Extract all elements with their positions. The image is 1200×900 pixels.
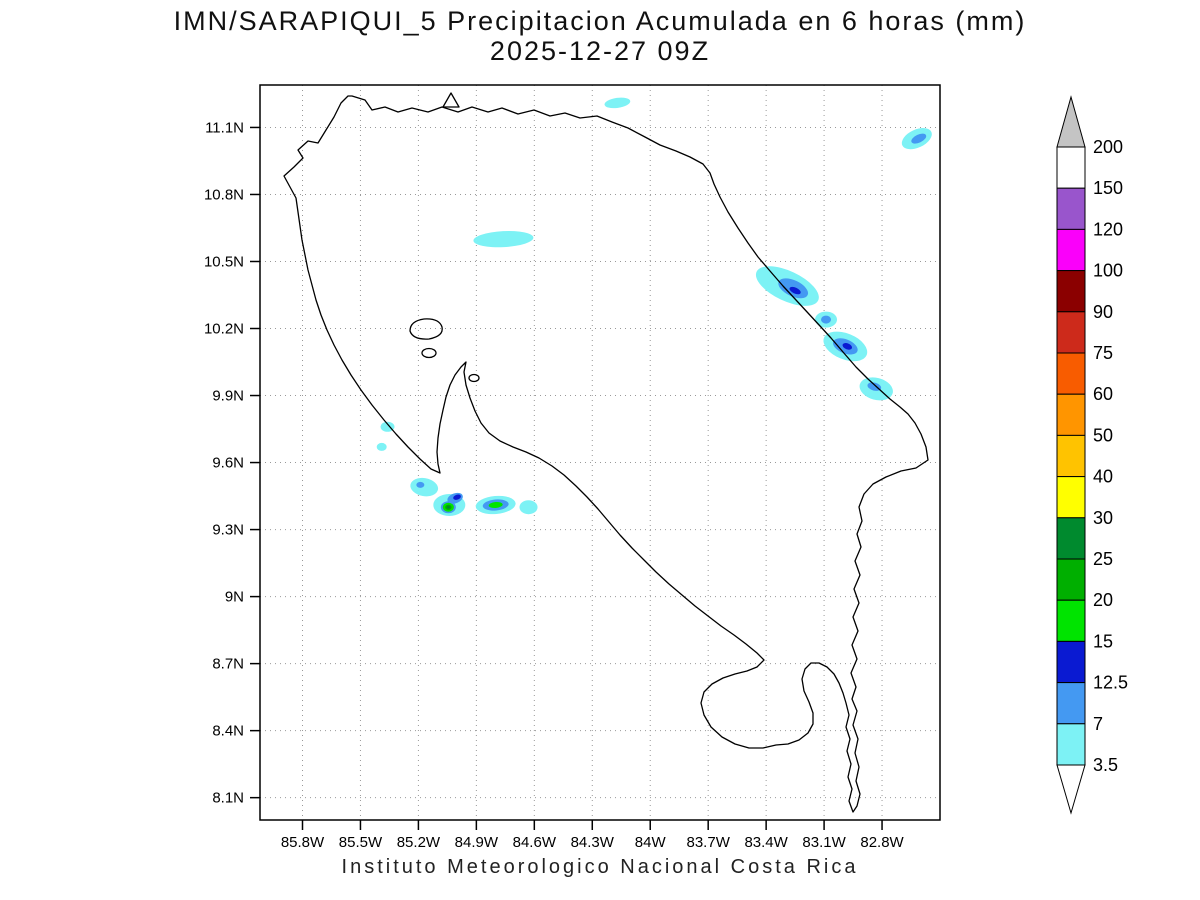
colorbar-band xyxy=(1056,146,1086,189)
precip-blob-12.5mm xyxy=(842,343,853,350)
lat-tick-label: 11.1N xyxy=(205,119,244,136)
axis-labels-layer: 11.1N 10.8N 10.5N 10.2N 9.9N 9.6N 9.3N 9N 8.7N 8.… xyxy=(204,119,905,851)
colorbar-band xyxy=(1056,640,1086,684)
colorbar-band xyxy=(1056,476,1086,519)
colorbar-tick-label: 50 xyxy=(1093,425,1113,445)
colorbar-tick-label: 200 xyxy=(1093,137,1123,157)
colorbar-tick-label: 90 xyxy=(1093,302,1113,322)
colorbar-band xyxy=(1056,599,1086,642)
chart-subtitle-datetime: 2025-12-27 09Z xyxy=(489,36,711,66)
precip-blob-12.5mm xyxy=(453,494,461,500)
gulf-island-chira xyxy=(409,318,443,340)
colorbar-band xyxy=(1056,228,1086,272)
precip-blob-7mm xyxy=(416,481,425,488)
colorbar-tick-label: 12.5 xyxy=(1093,673,1128,693)
precip-blob-3.5mm xyxy=(473,231,534,248)
precip-blob-3.5mm xyxy=(410,477,439,497)
colorbar-band xyxy=(1056,434,1086,478)
lon-tick-label: 84.3W xyxy=(571,834,615,851)
footer-attribution: Instituto Meteorologico Nacional Costa R… xyxy=(341,856,859,878)
plot-frame xyxy=(259,84,941,821)
colorbar-band xyxy=(1056,187,1086,230)
lat-tick-label: 9.3N xyxy=(212,522,244,539)
colorbar-band xyxy=(1056,682,1086,725)
lat-tick-label: 8.1N xyxy=(212,790,244,807)
lon-tick-label: 85.2W xyxy=(397,834,441,851)
lat-tick-label: 8.4N xyxy=(212,723,244,740)
costa-rica-coastline xyxy=(283,92,929,813)
precip-blob-15mm xyxy=(488,501,503,509)
coastline-outline xyxy=(283,95,929,813)
colorbar: 200 150 120 100 90 75 60 50 40 30 25 20 15 12.5 7 3.5 xyxy=(1056,95,1128,815)
precip-blob-7mm xyxy=(911,133,927,144)
precip-blob-25mm xyxy=(446,505,450,509)
colorbar-tick-label: 20 xyxy=(1093,590,1113,610)
colorbar-tick-label: 100 xyxy=(1093,261,1123,281)
colorbar-tick-label: 75 xyxy=(1093,343,1113,363)
colorbar-band xyxy=(1056,558,1086,601)
colorbar-band xyxy=(1056,517,1086,560)
precipitation-layer xyxy=(376,97,932,516)
lat-tick-label: 10.5N xyxy=(204,253,244,270)
chart-title: IMN/SARAPIQUI_5 Precipitacion Acumulada … xyxy=(173,6,1027,36)
lon-tick-label: 85.8W xyxy=(281,834,325,851)
grid-layer xyxy=(260,85,940,820)
colorbar-tick-label: 40 xyxy=(1093,467,1113,487)
lat-tick-label: 10.2N xyxy=(204,321,244,338)
lon-tick-label: 82.8W xyxy=(860,834,904,851)
colorbar-band xyxy=(1056,723,1086,766)
colorbar-tick-label: 7 xyxy=(1093,714,1103,734)
colorbar-band xyxy=(1056,311,1086,354)
colorbar-tick-label: 25 xyxy=(1093,549,1113,569)
precip-blob-3.5mm xyxy=(519,500,538,515)
precip-blob-3.5mm xyxy=(376,442,387,451)
lon-tick-label: 85.5W xyxy=(339,834,383,851)
lon-tick-label: 83.1W xyxy=(802,834,846,851)
colorbar-band xyxy=(1056,393,1086,436)
precip-blob-12.5mm xyxy=(789,286,801,295)
precip-blob-7mm xyxy=(821,315,832,324)
colorbar-tick-label: 30 xyxy=(1093,508,1113,528)
colorbar-under-triangle xyxy=(1056,764,1086,815)
colorbar-band xyxy=(1056,352,1086,395)
lat-tick-label: 9N xyxy=(225,589,244,606)
lon-tick-label: 84W xyxy=(635,834,667,851)
colorbar-tick-label: 120 xyxy=(1093,219,1123,239)
lon-tick-label: 83.4W xyxy=(744,834,788,851)
precip-blob-3.5mm xyxy=(380,421,395,432)
map-border xyxy=(259,84,941,821)
lat-tick-label: 9.9N xyxy=(212,388,244,405)
gulf-island-small xyxy=(421,347,437,359)
lon-tick-label: 84.9W xyxy=(455,834,499,851)
lat-tick-label: 8.7N xyxy=(212,656,244,673)
colorbar-tick-label: 15 xyxy=(1093,631,1113,651)
lon-tick-label: 84.6W xyxy=(513,834,557,851)
coastal-islet xyxy=(468,373,480,383)
border-triangle-feature xyxy=(442,92,460,108)
colorbar-tick-label: 150 xyxy=(1093,178,1123,198)
lat-tick-label: 9.6N xyxy=(212,455,244,472)
precip-blob-3.5mm xyxy=(604,97,631,109)
colorbar-tick-label: 3.5 xyxy=(1093,755,1118,775)
colorbar-over-triangle xyxy=(1056,95,1086,148)
lat-tick-label: 10.8N xyxy=(204,186,244,203)
lon-tick-label: 83.7W xyxy=(687,834,731,851)
colorbar-tick-label: 60 xyxy=(1093,384,1113,404)
colorbar-band xyxy=(1056,270,1086,313)
